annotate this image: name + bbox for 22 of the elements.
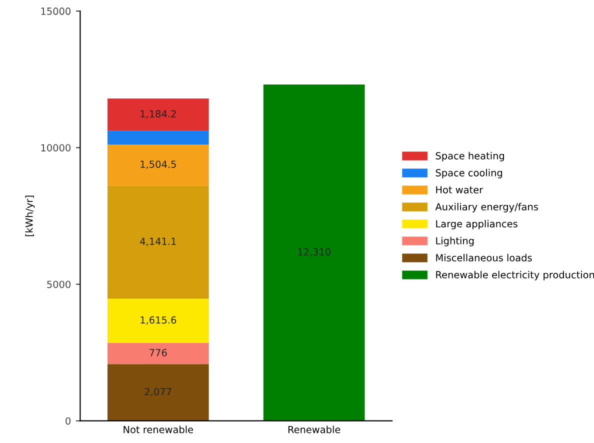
data-label: 2,077	[144, 388, 172, 396]
y-axis-title: [kWh/yr]	[25, 196, 35, 236]
data-label: 776	[150, 348, 167, 356]
y-tick-label: 15000	[41, 8, 71, 15]
data-label: 12,310	[298, 248, 330, 257]
legend-label: Space heating	[436, 152, 504, 162]
legend-label: Large appliances	[436, 220, 518, 230]
legend-label: Hot water	[436, 186, 484, 194]
legend-label: Miscellaneous loads	[436, 254, 532, 262]
legend-label: Space cooling	[436, 168, 502, 178]
data-label: 1,615.6	[140, 316, 176, 325]
legend-label: Lighting	[436, 236, 474, 246]
y-tick-label: 0	[66, 417, 71, 425]
x-tick-label: Not renewable	[124, 426, 194, 434]
data-label: 1,184.2	[140, 110, 176, 119]
data-label: 4,141.1	[140, 238, 176, 246]
x-tick-label: Renewable	[288, 426, 340, 434]
y-tick-label: 5000	[47, 280, 71, 288]
legend-label: Renewable electricity production	[436, 270, 594, 280]
legend-label: Auxiliary energy/fans	[435, 202, 538, 212]
data-label: 1,504.5	[140, 160, 176, 169]
y-tick-label: 10000	[41, 144, 71, 152]
